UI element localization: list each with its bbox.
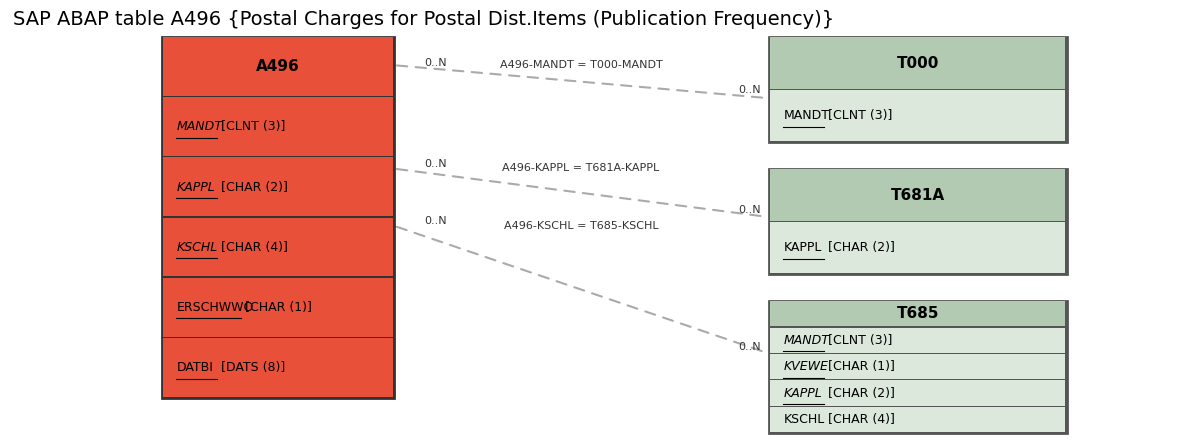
Text: [CHAR (2)]: [CHAR (2)] xyxy=(824,241,895,254)
Text: [CHAR (1)]: [CHAR (1)] xyxy=(824,360,895,373)
Text: DATBI: DATBI xyxy=(177,361,214,374)
FancyBboxPatch shape xyxy=(769,169,1067,274)
Text: 0..N: 0..N xyxy=(738,85,761,95)
FancyBboxPatch shape xyxy=(163,37,392,96)
FancyBboxPatch shape xyxy=(162,37,394,397)
Text: A496-MANDT = T000-MANDT: A496-MANDT = T000-MANDT xyxy=(500,60,662,70)
Text: T681A: T681A xyxy=(891,187,945,202)
Text: KVEWE: KVEWE xyxy=(784,360,828,373)
FancyBboxPatch shape xyxy=(771,169,1065,221)
Text: A496-KSCHL = T685-KSCHL: A496-KSCHL = T685-KSCHL xyxy=(503,221,659,231)
FancyBboxPatch shape xyxy=(771,301,1065,326)
Text: A496: A496 xyxy=(256,59,299,74)
Text: [CLNT (3)]: [CLNT (3)] xyxy=(217,120,285,133)
Text: [CHAR (4)]: [CHAR (4)] xyxy=(217,241,288,254)
Text: KSCHL: KSCHL xyxy=(177,241,217,254)
Text: 0..N: 0..N xyxy=(424,58,446,68)
FancyBboxPatch shape xyxy=(771,407,1065,432)
Text: KAPPL: KAPPL xyxy=(784,387,822,400)
FancyBboxPatch shape xyxy=(771,327,1065,353)
FancyBboxPatch shape xyxy=(771,354,1065,379)
Text: MANDT: MANDT xyxy=(784,334,829,347)
Text: KAPPL: KAPPL xyxy=(784,241,822,254)
Text: [CHAR (2)]: [CHAR (2)] xyxy=(824,387,895,400)
Text: [CHAR (1)]: [CHAR (1)] xyxy=(241,301,313,314)
FancyBboxPatch shape xyxy=(163,218,392,276)
FancyBboxPatch shape xyxy=(163,278,392,337)
Text: KAPPL: KAPPL xyxy=(177,180,215,194)
Text: 0..N: 0..N xyxy=(424,159,446,169)
Text: MANDT: MANDT xyxy=(177,120,222,133)
FancyBboxPatch shape xyxy=(769,301,1067,433)
FancyBboxPatch shape xyxy=(771,90,1065,141)
Text: KSCHL: KSCHL xyxy=(784,413,824,426)
FancyBboxPatch shape xyxy=(163,97,392,156)
Text: 0..N: 0..N xyxy=(738,206,761,215)
Text: [CHAR (4)]: [CHAR (4)] xyxy=(824,413,895,426)
Text: A496-KAPPL = T681A-KAPPL: A496-KAPPL = T681A-KAPPL xyxy=(502,163,660,173)
FancyBboxPatch shape xyxy=(771,37,1065,89)
Text: SAP ABAP table A496 {Postal Charges for Postal Dist.Items (Publication Frequency: SAP ABAP table A496 {Postal Charges for … xyxy=(13,10,835,29)
Text: 0..N: 0..N xyxy=(424,217,446,226)
FancyBboxPatch shape xyxy=(163,157,392,216)
Text: T000: T000 xyxy=(897,55,939,70)
Text: [DATS (8)]: [DATS (8)] xyxy=(217,361,285,374)
FancyBboxPatch shape xyxy=(771,381,1065,405)
Text: [CLNT (3)]: [CLNT (3)] xyxy=(824,109,892,122)
Text: 0..N: 0..N xyxy=(738,342,761,352)
Text: T685: T685 xyxy=(897,307,939,322)
Text: ERSCHWWO: ERSCHWWO xyxy=(177,301,254,314)
FancyBboxPatch shape xyxy=(163,338,392,397)
Text: MANDT: MANDT xyxy=(784,109,829,122)
FancyBboxPatch shape xyxy=(769,37,1067,142)
FancyBboxPatch shape xyxy=(771,222,1065,273)
Text: [CLNT (3)]: [CLNT (3)] xyxy=(824,334,892,347)
Text: [CHAR (2)]: [CHAR (2)] xyxy=(217,180,288,194)
